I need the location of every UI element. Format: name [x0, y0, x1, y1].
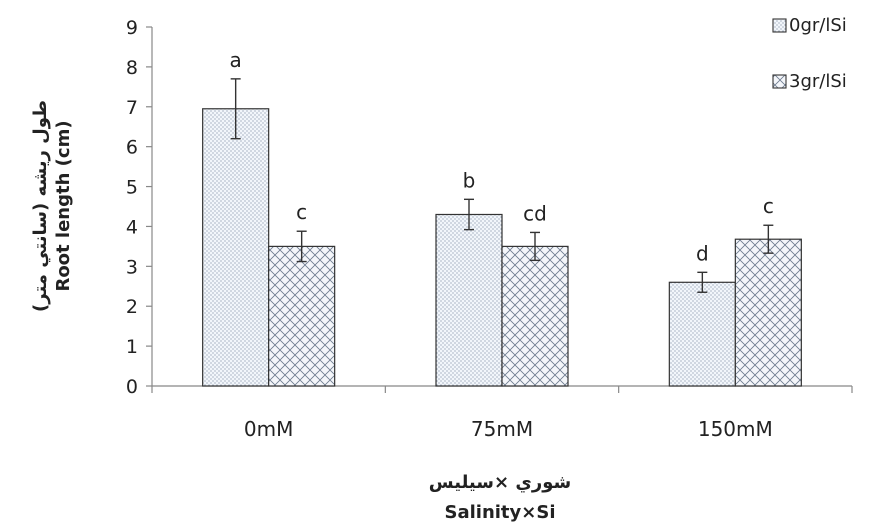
significance-letter: c [763, 194, 774, 218]
bar-crosshatch [734, 238, 802, 387]
legend-label: 0gr/lSi [789, 15, 847, 36]
x-axis-title-english: Salinity×Si [445, 502, 556, 523]
x-category-label: 150mM [698, 417, 773, 441]
y-tick-label: 5 [126, 177, 138, 199]
significance-letter: b [463, 168, 476, 192]
significance-letter: cd [523, 201, 547, 225]
legend-label: 3gr/lSi [789, 71, 847, 92]
y-tick-label: 1 [126, 336, 138, 358]
y-tick-label: 8 [126, 57, 138, 79]
legend: 0gr/lSi 3gr/lSi [772, 15, 847, 92]
bars [202, 78, 802, 387]
y-axis-title-persian: طول ريشه (سانتي متر) [30, 100, 51, 312]
x-category-label: 75mM [471, 417, 533, 441]
significance-letter: a [230, 48, 242, 72]
x-category-label: 0mM [244, 417, 293, 441]
bar-crosshatch [268, 245, 336, 387]
bar-dots [435, 213, 503, 387]
x-axis-title-persian: شوري ×سيليس [429, 472, 571, 493]
y-tick-label: 3 [126, 256, 138, 278]
bar-crosshatch [501, 245, 569, 387]
y-axis-title-english: Root length (cm) [53, 120, 74, 291]
labels: 0mM 75mM 150mM a c b cd d c طول ريشه (سانتي متر) R… [30, 48, 774, 523]
bar-dots [668, 281, 736, 387]
significance-letter: c [296, 200, 307, 224]
y-tick-label: 7 [126, 97, 138, 119]
significance-letter: d [696, 241, 709, 265]
legend-swatch-dots [772, 18, 787, 33]
y-tick-label: 6 [126, 137, 138, 159]
bar-dots [202, 108, 270, 387]
legend-swatch-crosshatch [772, 74, 787, 89]
y-tick-label: 4 [126, 216, 138, 238]
y-tick-label: 0 [126, 376, 138, 398]
y-tick-label: 2 [126, 296, 138, 318]
y-tick-label: 9 [126, 17, 138, 39]
